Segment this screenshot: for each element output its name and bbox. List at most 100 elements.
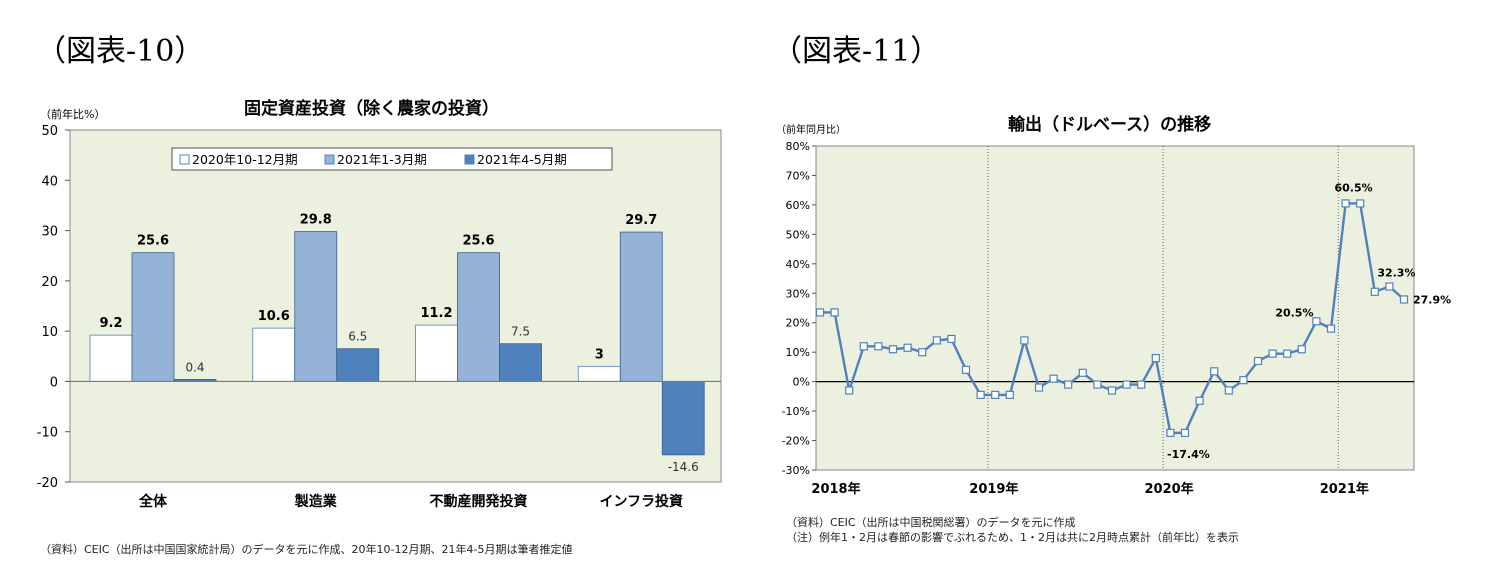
chart10-data-label: 0.4 [185,360,204,374]
chart11-annotation: 32.3% [1377,266,1415,279]
chart11-point [1137,380,1146,389]
chart11-annotation: 27.9% [1413,293,1451,306]
chart11-year-label: 2021年 [1320,481,1369,497]
chart10-data-label: 7.5 [511,325,530,339]
chart10-data-label: 9.2 [99,316,122,331]
figure-11-label: （図表-11） [772,34,941,69]
chart10-legend-swatch [464,154,475,165]
chart10-category-label: 全体 [138,493,168,510]
chart11-ytick-label: 80% [786,140,810,153]
chart11-point [1239,376,1248,385]
chart11-source-note: （資料）CEIC（出所は中国税関総署）のデータを元に作成 [786,516,1076,529]
chart10-data-label: 25.6 [137,234,169,249]
chart10-legend-label: 2021年4-5月期 [477,152,567,167]
chart10-legend-swatch [324,154,335,165]
chart11-annotation: -17.4% [1167,448,1210,461]
chart10-legend-label: 2020年10-12月期 [192,152,298,167]
chart11-point [1356,199,1365,208]
chart10-bar [415,324,458,382]
chart11-point [845,386,854,395]
chart10-bar [294,231,338,382]
chart11-point [1210,367,1219,376]
chart11-point [1312,317,1321,326]
chart11-point [1341,199,1350,208]
chart11-point [1385,282,1394,291]
chart11-point [1064,380,1073,389]
chart11-title: 輸出（ドルベース）の推移 [1008,115,1212,135]
chart11-point [1005,390,1014,399]
chart11-point [947,334,956,344]
chart11-point [1370,287,1379,296]
chart11-annotation: 20.5% [1275,306,1313,319]
chart11-ytick-label: -30% [782,464,810,477]
chart11-point [932,336,941,345]
chart11-point [1078,368,1087,377]
chart10-bar [131,252,175,382]
chart11-point [1049,374,1058,383]
chart11-point [961,365,971,374]
chart11-point [1268,349,1277,358]
figure-10-label: （図表-10） [36,34,205,69]
chart11-year-label: 2019年 [969,481,1018,497]
chart11-ytick-label: 50% [786,228,810,241]
chart10-svg: 50 40 30 20 10 0 -10 -20 9.2 25.6 0.4 全体 10.6 29.8 6.5… [37,124,722,510]
chart10-unit-label: （前年比%） [40,108,106,121]
chart10-data-label: -14.6 [668,460,699,474]
chart11-year-label: 2018年 [811,481,860,497]
chart10-data-label: 11.2 [420,306,452,321]
chart10-bar [336,348,380,382]
chart11-ytick-label: 30% [786,287,810,300]
chart11-svg: 80%70%60%50%40%30%20%10%0%-10%-20%-30%20… [782,140,1452,497]
chart10-data-label: 29.8 [300,213,332,228]
chart10-data-label: 6.5 [348,330,367,344]
chart10-data-label: 29.7 [625,213,657,228]
chart10-category-label: 製造業 [294,493,338,510]
chart11-footnote: （注）例年1・2月は春節の影響でぶれるため、1・2月は共に2月時点累計（前年比）… [786,531,1239,544]
chart10-ytick-label: -20 [37,476,58,491]
chart11-point [1180,428,1190,437]
chart11-year-label: 2020年 [1145,481,1194,497]
chart11-ytick-label: 10% [786,346,810,359]
chart11-ytick-label: 60% [786,199,810,212]
chart11-point [1122,380,1131,389]
chart11-unit-label: （前年同月比） [776,125,846,136]
chart10-ytick-label: 50 [41,124,58,139]
chart10-bar [89,334,133,382]
chart11-point [859,342,868,351]
chart10-data-label: 10.6 [258,309,290,324]
chart10-legend-label: 2021年1-3月期 [337,152,427,167]
chart10-ytick-label: 10 [41,325,58,340]
chart11-point [1253,356,1263,366]
chart11-ytick-label: 70% [786,169,810,182]
chart10-ytick-label: 0 [50,375,58,390]
chart11-point [1399,295,1409,304]
chart10-bar [499,343,542,382]
chart11-point [976,390,985,399]
chart11-annotation: 60.5% [1335,181,1373,194]
chart11-point [1034,383,1044,392]
chart10-bar [619,231,663,382]
chart11-plot-area [815,145,1415,471]
chart11-point [903,343,912,352]
chart10-plot-area [69,129,722,483]
chart10-category-label: インフラ投資 [599,493,683,510]
chart11-ytick-label: 0% [793,376,810,389]
chart11-point [874,342,883,351]
chart10-data-label: 3 [595,347,604,362]
chart10-bar [457,252,500,382]
chart11-point [1020,336,1029,345]
chart10-title: 固定資産投資（除く農家の投資） [244,99,499,119]
chart11-point [1326,324,1336,333]
chart11-point [991,390,1000,399]
chart11-point [830,308,839,317]
chart10-ytick-label: 30 [41,225,58,240]
chart11-point [1297,345,1306,354]
chart10-ytick-label: 40 [41,174,58,189]
chart10-legend [171,147,613,171]
chart10-category-label: 不動産開発投資 [430,493,528,510]
chart10-bar [577,365,621,382]
chart11-point [888,345,898,354]
chart10-ytick-label: 20 [41,275,58,290]
chart10-legend-swatch [179,154,190,165]
chart11-point [1224,386,1233,395]
